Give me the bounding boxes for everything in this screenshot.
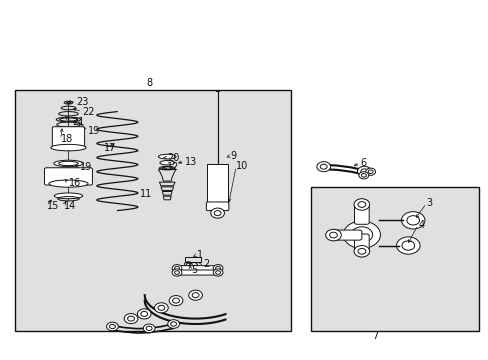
Circle shape bbox=[325, 229, 341, 241]
Circle shape bbox=[357, 166, 370, 176]
Ellipse shape bbox=[54, 193, 82, 199]
Text: 22: 22 bbox=[82, 107, 95, 117]
Text: 8: 8 bbox=[146, 78, 153, 88]
Text: 5: 5 bbox=[190, 265, 197, 275]
FancyBboxPatch shape bbox=[175, 270, 221, 275]
FancyBboxPatch shape bbox=[44, 168, 92, 185]
Circle shape bbox=[210, 208, 224, 218]
Text: 3: 3 bbox=[426, 198, 432, 208]
Text: 21: 21 bbox=[72, 117, 84, 127]
Circle shape bbox=[396, 237, 419, 254]
Text: 19: 19 bbox=[80, 162, 92, 172]
Circle shape bbox=[213, 265, 223, 272]
FancyBboxPatch shape bbox=[206, 202, 228, 211]
Circle shape bbox=[365, 168, 375, 175]
Text: 2: 2 bbox=[203, 258, 209, 269]
Bar bbox=[206, 164, 228, 205]
Circle shape bbox=[172, 265, 182, 272]
Circle shape bbox=[143, 324, 155, 333]
Bar bbox=[310, 187, 478, 331]
Circle shape bbox=[169, 296, 183, 306]
Ellipse shape bbox=[158, 154, 176, 159]
Circle shape bbox=[124, 314, 138, 324]
Text: 10: 10 bbox=[236, 161, 248, 171]
Circle shape bbox=[188, 290, 202, 300]
Circle shape bbox=[172, 269, 182, 276]
Text: 17: 17 bbox=[104, 143, 116, 153]
Text: 6: 6 bbox=[360, 158, 366, 168]
FancyBboxPatch shape bbox=[354, 234, 368, 252]
Bar bbox=[15, 90, 290, 331]
Circle shape bbox=[358, 172, 368, 179]
Ellipse shape bbox=[49, 180, 88, 187]
Text: 19: 19 bbox=[88, 126, 100, 136]
Circle shape bbox=[353, 199, 369, 210]
Circle shape bbox=[154, 303, 168, 313]
Text: 20: 20 bbox=[167, 153, 179, 163]
FancyBboxPatch shape bbox=[354, 204, 368, 224]
Text: 7: 7 bbox=[372, 330, 378, 341]
Ellipse shape bbox=[54, 160, 83, 167]
Text: 14: 14 bbox=[63, 201, 76, 211]
Circle shape bbox=[106, 322, 118, 331]
FancyBboxPatch shape bbox=[175, 266, 221, 271]
Text: 4: 4 bbox=[417, 220, 424, 230]
Text: 12: 12 bbox=[167, 162, 179, 172]
Circle shape bbox=[316, 162, 330, 172]
Circle shape bbox=[401, 212, 424, 229]
Ellipse shape bbox=[51, 144, 86, 151]
Text: 11: 11 bbox=[140, 189, 152, 199]
Circle shape bbox=[213, 269, 223, 276]
Text: 16: 16 bbox=[68, 178, 81, 188]
FancyBboxPatch shape bbox=[332, 230, 361, 240]
Text: 9: 9 bbox=[230, 150, 237, 161]
FancyBboxPatch shape bbox=[52, 127, 84, 149]
Circle shape bbox=[343, 221, 380, 248]
Text: 1: 1 bbox=[196, 250, 203, 260]
Text: 23: 23 bbox=[76, 96, 88, 107]
Text: 13: 13 bbox=[184, 157, 197, 167]
Text: 15: 15 bbox=[46, 201, 59, 211]
Circle shape bbox=[167, 320, 179, 328]
Text: 18: 18 bbox=[61, 134, 73, 144]
Circle shape bbox=[137, 309, 151, 319]
Circle shape bbox=[353, 246, 369, 257]
Ellipse shape bbox=[160, 161, 174, 165]
